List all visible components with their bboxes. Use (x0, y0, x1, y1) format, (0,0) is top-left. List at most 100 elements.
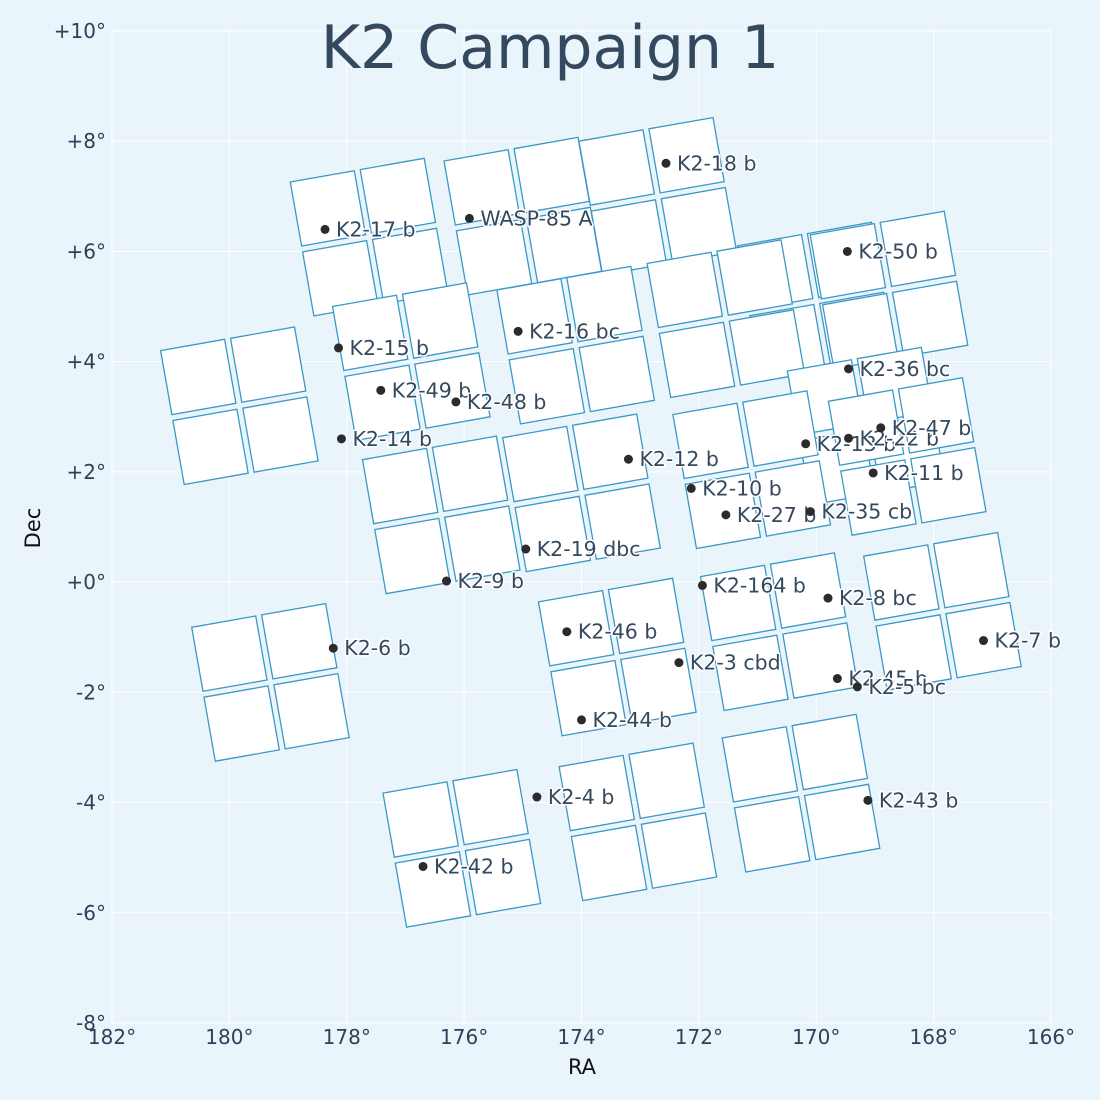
planet-marker: K2-19 dbc (521, 536, 642, 563)
planet-marker: K2-10 b (686, 475, 783, 502)
ccd-chip (289, 169, 367, 247)
ccd-chip (640, 812, 718, 890)
ccd-chip (273, 672, 350, 750)
ccd-chip (742, 390, 819, 467)
ccd-module (646, 239, 806, 399)
y-tick-label: -4° (76, 791, 106, 815)
ccd-chip (537, 589, 615, 667)
x-tick-label: 176° (440, 1025, 488, 1049)
planet-label: K2-27 b (737, 503, 817, 527)
ccd-chip (190, 615, 268, 693)
planet-marker: K2-11 b (868, 459, 965, 486)
ccd-module (862, 531, 1022, 691)
planet-marker: K2-36 bc (844, 355, 952, 382)
planet-marker: K2-3 cbd (674, 649, 782, 676)
chart-title: K2 Campaign 1 (321, 13, 780, 83)
ccd-chip (443, 148, 521, 226)
planet-dot (328, 643, 338, 653)
ccd-chip (443, 505, 521, 583)
planet-label: K2-16 bc (529, 319, 620, 343)
planet-label: K2-46 b (578, 620, 658, 644)
y-tick-label: +6° (67, 239, 106, 263)
tick-labels: 182° 180° 178° 176° 174° 172° 170° 168° 166° +10°… (54, 19, 1075, 1049)
ccd-module (578, 116, 738, 276)
ccd-chip (203, 685, 281, 762)
y-tick-label: +2° (67, 460, 106, 484)
planet-dot (674, 658, 684, 668)
ccd-chip (229, 326, 307, 404)
ccd-chip (455, 218, 533, 296)
ccd-module (721, 713, 881, 873)
ccd-chip (431, 435, 509, 513)
y-tick-label: -6° (76, 901, 106, 925)
planet-dot (805, 507, 815, 517)
planet-dot (868, 468, 878, 478)
ccd-modules (159, 116, 1022, 928)
planet-marker: K2-13 b (801, 430, 898, 457)
planet-marker: K2-46 b (562, 618, 659, 645)
ccd-chip (648, 116, 725, 194)
ccd-chip (733, 795, 811, 873)
planet-dot (852, 682, 862, 692)
ccd-chip (566, 265, 643, 343)
ccd-chip (620, 647, 697, 725)
ccd-chip (862, 544, 940, 621)
planet-label: K2-9 b (458, 569, 524, 593)
planet-label: K2-5 bc (868, 675, 946, 699)
x-tick-label: 166° (1027, 1025, 1075, 1049)
ccd-chip (414, 352, 491, 429)
ccd-chip (684, 472, 762, 550)
planet-dot (844, 364, 854, 374)
ccd-chip (570, 824, 648, 902)
ccd-chip (571, 413, 649, 491)
planet-marker: K2-6 b (328, 635, 412, 662)
ccd-chip (875, 614, 953, 691)
y-tick-label: -2° (76, 680, 106, 704)
planet-label: K2-47 b (892, 416, 972, 440)
planet-label: K2-43 b (879, 788, 959, 812)
ccd-chip (508, 347, 586, 425)
ccd-chip (879, 210, 957, 288)
planet-label: K2-8 bc (839, 586, 917, 610)
planet-dot (464, 213, 474, 223)
planet-marker: K2-48 b (451, 388, 548, 415)
planet-label: K2-11 b (884, 461, 964, 485)
planet-marker: K2-17 b (320, 216, 417, 243)
planet-marker: K2-18 b (661, 150, 758, 177)
planet-marker: K2-164 b (697, 572, 807, 599)
planet-marker: K2-7 b (979, 627, 1062, 654)
planet-label: K2-19 dbc (537, 537, 641, 561)
ccd-chip (672, 402, 749, 480)
planet-label: K2-17 b (336, 217, 416, 241)
planet-label: K2-50 b (858, 239, 938, 263)
planet-label: K2-22 b (860, 426, 940, 450)
planet-dot (451, 397, 461, 407)
planet-dot (721, 510, 731, 520)
ccd-chip (578, 129, 656, 206)
planet-label: K2-36 bc (860, 357, 951, 381)
planet-label: K2-35 cb (821, 500, 912, 524)
y-tick-label: +8° (67, 129, 106, 153)
ccd-chip (361, 447, 439, 525)
planet-dot (320, 224, 330, 234)
planet-dot (979, 636, 989, 646)
ccd-module (699, 552, 859, 712)
planet-marker: WASP-85 A (464, 205, 594, 232)
y-tick-label: +4° (67, 350, 106, 374)
planet-label: K2-4 b (548, 785, 614, 809)
planet-dot (521, 544, 531, 554)
planet-label: K2-3 cbd (690, 651, 781, 675)
ccd-chip (172, 408, 249, 486)
ccd-chip (840, 459, 917, 536)
y-tick-label: -8° (76, 1011, 106, 1035)
planet-dot (844, 433, 854, 443)
planet-label: K2-14 b (352, 427, 432, 451)
ccd-chip (359, 157, 437, 235)
planet-marker: K2-14 b (336, 425, 433, 452)
planet-dot (801, 439, 811, 449)
planet-dot (863, 795, 873, 805)
ccd-chip (394, 851, 472, 928)
ccd-chip (584, 483, 662, 561)
ccd-chip (501, 425, 579, 503)
